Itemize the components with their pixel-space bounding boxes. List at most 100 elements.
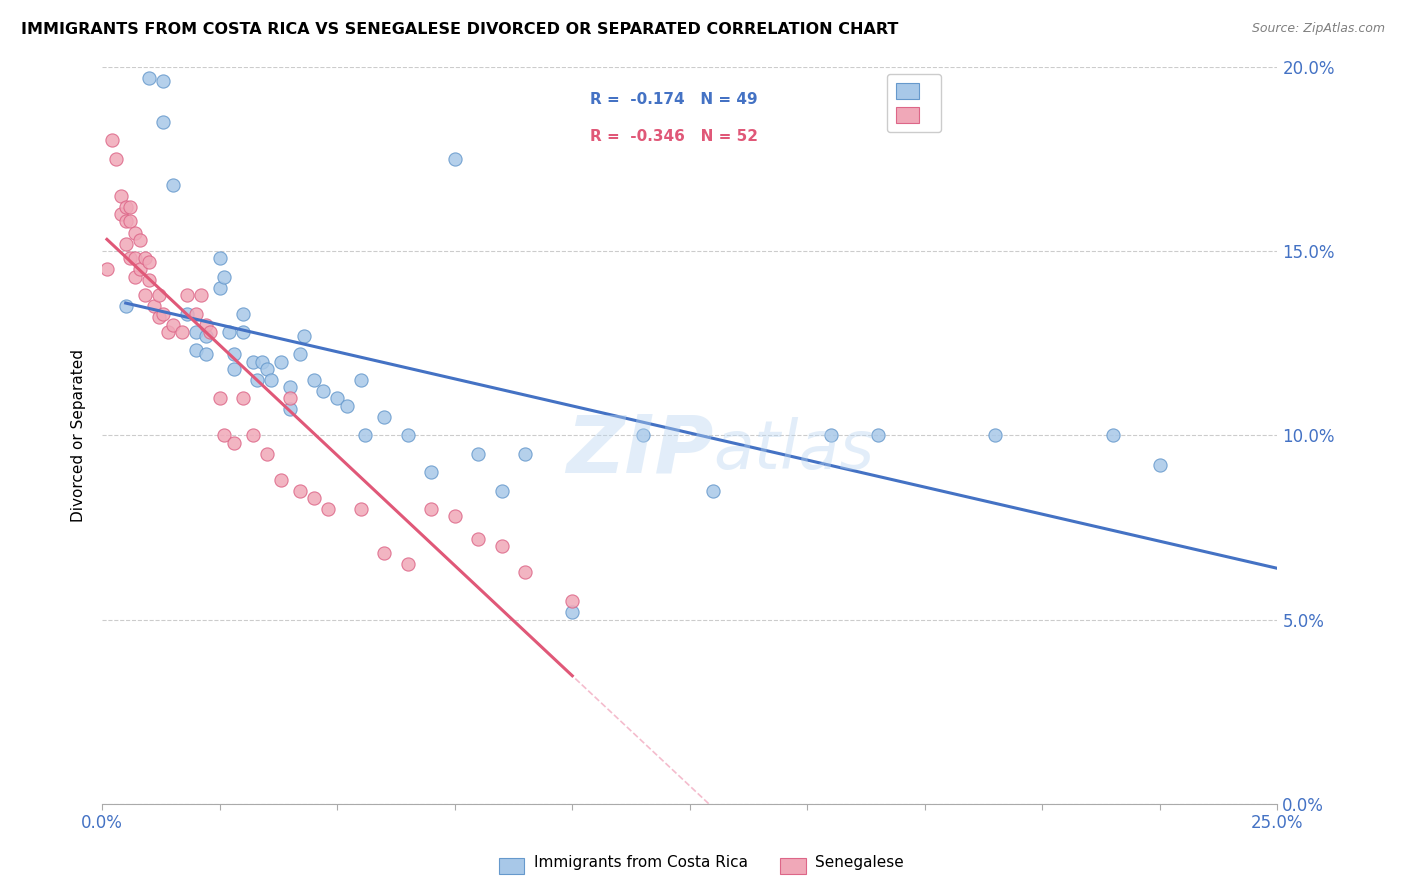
- Point: [128, 262, 150, 277]
- Point: [114, 299, 136, 313]
- Text: ZIP: ZIP: [567, 411, 713, 489]
- Text: R =  -0.346   N = 52: R = -0.346 N = 52: [591, 129, 758, 145]
- Point: [278, 380, 301, 394]
- Point: [114, 236, 136, 251]
- Point: [134, 252, 156, 266]
- Point: [820, 428, 842, 442]
- Point: [128, 233, 150, 247]
- Point: [396, 428, 419, 442]
- Point: [194, 318, 217, 332]
- Text: Senegalese: Senegalese: [815, 855, 904, 870]
- Point: [373, 546, 395, 560]
- Point: [176, 288, 198, 302]
- Point: [100, 133, 122, 147]
- Point: [350, 373, 373, 387]
- Point: [242, 354, 264, 368]
- Point: [194, 347, 217, 361]
- Point: [105, 152, 128, 166]
- Point: [292, 328, 315, 343]
- Point: [631, 428, 654, 442]
- Point: [172, 325, 194, 339]
- Point: [336, 399, 359, 413]
- Point: [561, 605, 583, 619]
- Point: [702, 483, 724, 498]
- Text: Immigrants from Costa Rica: Immigrants from Costa Rica: [534, 855, 748, 870]
- Point: [186, 343, 208, 358]
- Point: [491, 483, 513, 498]
- Point: [138, 273, 160, 287]
- Point: [222, 347, 245, 361]
- Point: [218, 325, 240, 339]
- Text: IMMIGRANTS FROM COSTA RICA VS SENEGALESE DIVORCED OR SEPARATED CORRELATION CHART: IMMIGRANTS FROM COSTA RICA VS SENEGALESE…: [21, 22, 898, 37]
- Point: [157, 325, 180, 339]
- Text: Source: ZipAtlas.com: Source: ZipAtlas.com: [1251, 22, 1385, 36]
- Text: R =  -0.174   N = 49: R = -0.174 N = 49: [591, 93, 758, 107]
- Point: [148, 288, 170, 302]
- Point: [110, 188, 132, 202]
- Point: [190, 288, 212, 302]
- Point: [162, 178, 184, 192]
- Point: [288, 483, 311, 498]
- Point: [256, 362, 278, 376]
- Point: [186, 325, 208, 339]
- Point: [152, 115, 174, 129]
- Point: [120, 200, 142, 214]
- Point: [200, 325, 222, 339]
- Point: [162, 318, 184, 332]
- Point: [222, 435, 245, 450]
- Point: [561, 594, 583, 608]
- Point: [222, 362, 245, 376]
- Point: [208, 252, 231, 266]
- Text: atlas: atlas: [713, 417, 875, 483]
- Point: [186, 307, 208, 321]
- Point: [114, 200, 136, 214]
- Point: [208, 392, 231, 406]
- Point: [515, 447, 537, 461]
- Point: [278, 392, 301, 406]
- Point: [124, 252, 146, 266]
- Point: [373, 409, 395, 424]
- Point: [396, 558, 419, 572]
- Point: [443, 152, 465, 166]
- Point: [138, 255, 160, 269]
- Point: [350, 502, 373, 516]
- Point: [232, 392, 254, 406]
- Point: [270, 354, 292, 368]
- Point: [194, 328, 217, 343]
- Point: [866, 428, 889, 442]
- Point: [124, 226, 146, 240]
- Point: [214, 428, 236, 442]
- Point: [984, 428, 1007, 442]
- Point: [256, 447, 278, 461]
- Point: [148, 310, 170, 325]
- Point: [260, 373, 283, 387]
- Point: [467, 532, 489, 546]
- Point: [491, 539, 513, 553]
- Point: [270, 473, 292, 487]
- Point: [312, 384, 335, 398]
- Point: [124, 269, 146, 284]
- Point: [134, 288, 156, 302]
- Point: [467, 447, 489, 461]
- Point: [316, 502, 339, 516]
- Point: [96, 262, 118, 277]
- Point: [302, 373, 325, 387]
- Point: [114, 214, 136, 228]
- Point: [246, 373, 269, 387]
- Point: [142, 299, 165, 313]
- Point: [242, 428, 264, 442]
- Point: [152, 74, 174, 88]
- Point: [420, 502, 443, 516]
- Point: [250, 354, 273, 368]
- Point: [326, 392, 349, 406]
- Point: [208, 281, 231, 295]
- Point: [515, 565, 537, 579]
- Point: [232, 307, 254, 321]
- Legend: , : ,: [887, 74, 941, 132]
- Point: [120, 214, 142, 228]
- Y-axis label: Divorced or Separated: Divorced or Separated: [72, 349, 86, 522]
- Point: [354, 428, 377, 442]
- Point: [1149, 458, 1171, 472]
- Point: [288, 347, 311, 361]
- Point: [1102, 428, 1125, 442]
